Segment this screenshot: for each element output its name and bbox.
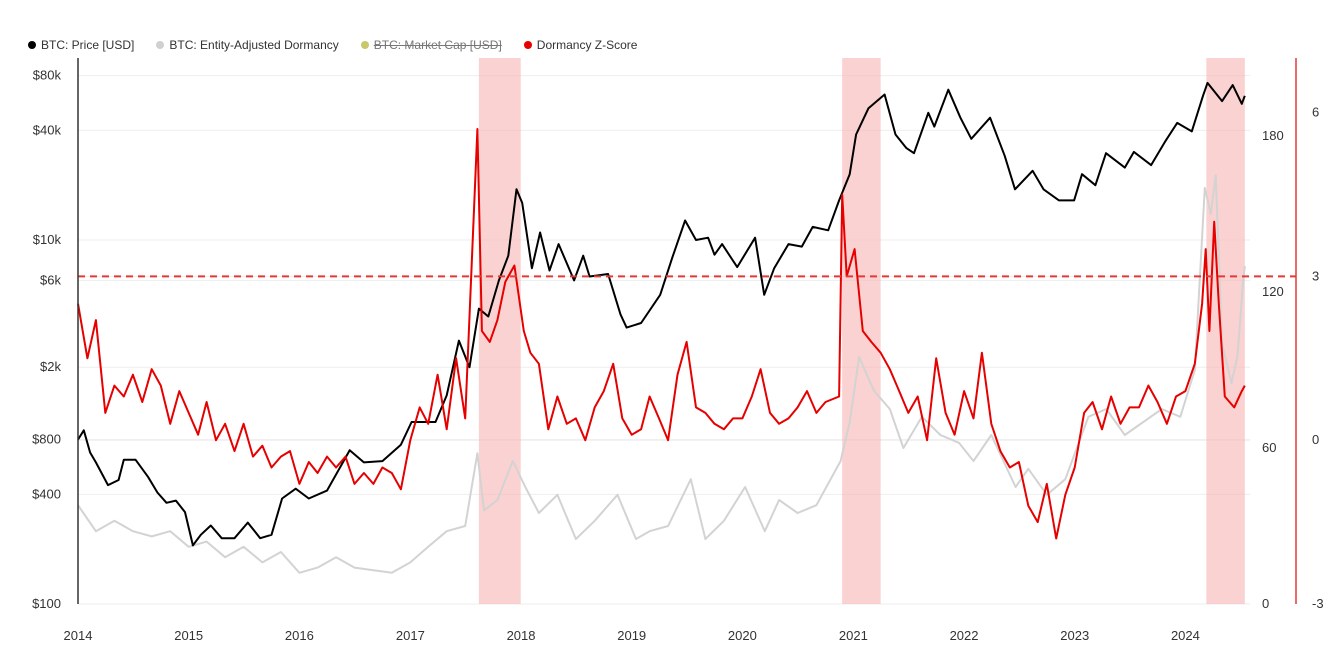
x-tick-label: 2024 xyxy=(1171,628,1200,643)
y-tick-zscore: 6 xyxy=(1312,105,1319,120)
y-tick-price: $10k xyxy=(33,232,62,247)
y-tick-dormancy: 0 xyxy=(1262,596,1269,611)
legend-item-market-cap[interactable]: BTC: Market Cap [USD] xyxy=(360,38,502,52)
y-tick-price: $400 xyxy=(32,486,61,501)
series-line-dormancy-z-score xyxy=(77,128,1246,540)
legend-marker-zscore xyxy=(523,41,532,49)
legend-label-market-cap: BTC: Market Cap [USD] xyxy=(373,38,502,52)
legend-marker-dormancy xyxy=(156,41,165,49)
x-tick-label: 2022 xyxy=(950,628,979,643)
x-tick-label: 2021 xyxy=(839,628,868,643)
y-tick-zscore: -3 xyxy=(1312,596,1324,611)
chart-legend: BTC: Price [USD] BTC: Entity-Adjusted Do… xyxy=(28,36,659,54)
y-tick-zscore: 3 xyxy=(1312,268,1319,283)
y-tick-price: $800 xyxy=(32,432,61,447)
legend-marker-market-cap xyxy=(360,41,369,49)
legend-item-zscore[interactable]: Dormancy Z-Score xyxy=(523,38,638,52)
legend-marker-price xyxy=(28,41,36,49)
x-tick-label: 2019 xyxy=(617,628,646,643)
highlight-period-1 xyxy=(478,58,521,604)
y-tick-price: $6k xyxy=(40,272,61,287)
legend-item-price[interactable]: BTC: Price [USD] xyxy=(28,38,134,52)
y-tick-dormancy: 60 xyxy=(1262,440,1276,455)
legend-label-zscore: Dormancy Z-Score xyxy=(536,38,638,52)
series-line-btc-price-usd xyxy=(77,81,1246,547)
legend-item-dormancy[interactable]: BTC: Entity-Adjusted Dormancy xyxy=(156,38,339,52)
legend-label-dormancy: BTC: Entity-Adjusted Dormancy xyxy=(169,38,339,52)
x-tick-label: 2023 xyxy=(1060,628,1089,643)
series-line-btc-entity-adjusted-dormancy xyxy=(77,174,1246,574)
x-tick-label: 2018 xyxy=(507,628,536,643)
highlight-period-2 xyxy=(842,58,881,604)
x-tick-label: 2020 xyxy=(728,628,757,643)
x-tick-label: 2017 xyxy=(396,628,425,643)
y-tick-zscore: 0 xyxy=(1312,432,1319,447)
y-tick-dormancy: 180 xyxy=(1262,128,1284,143)
y-tick-price: $80k xyxy=(33,68,62,83)
y-tick-dormancy: 120 xyxy=(1262,284,1284,299)
x-tick-label: 2016 xyxy=(285,628,314,643)
y-tick-price: $40k xyxy=(33,122,62,137)
x-tick-label: 2014 xyxy=(64,628,93,643)
y-tick-price: $100 xyxy=(32,596,61,611)
y-tick-price: $2k xyxy=(40,359,61,374)
legend-label-price: BTC: Price [USD] xyxy=(41,38,135,52)
x-tick-label: 2015 xyxy=(174,628,203,643)
